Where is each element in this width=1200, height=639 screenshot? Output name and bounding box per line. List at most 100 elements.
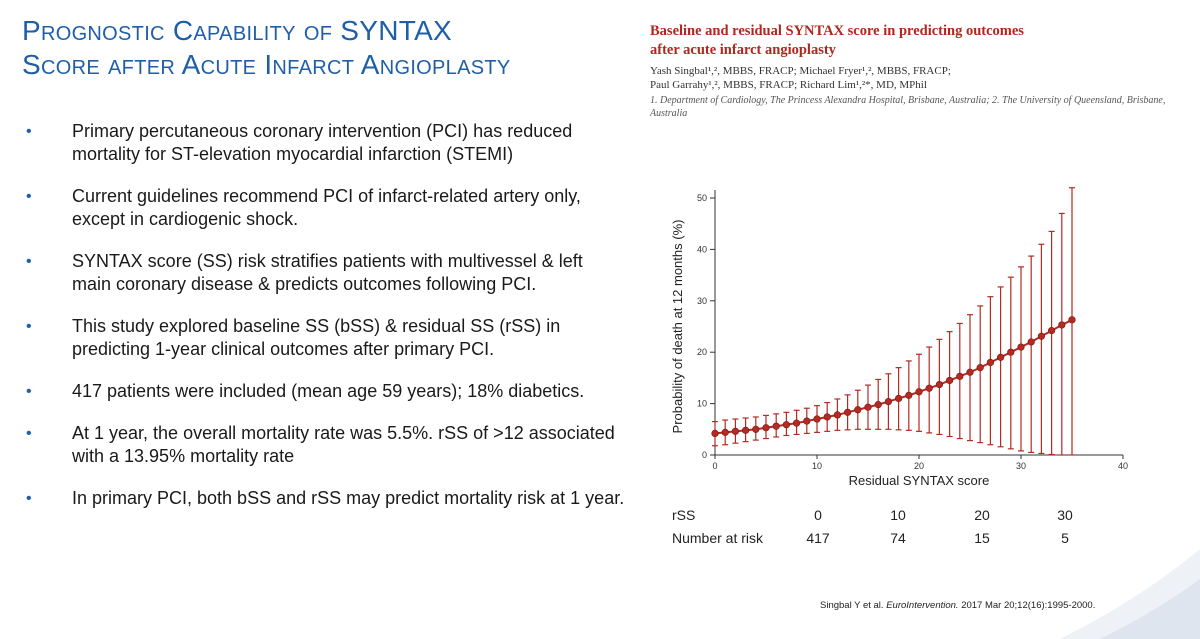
- bullet-item: • This study explored baseline SS (bSS) &…: [26, 315, 626, 361]
- error-bars: [712, 187, 1075, 456]
- x-tick-label: 30: [1016, 461, 1026, 471]
- risk-rss-value: 10: [890, 507, 906, 523]
- y-tick-label: 30: [697, 296, 707, 306]
- bullet-item: • Primary percutaneous coronary intervent…: [26, 120, 626, 166]
- paper-authors-line2: Paul Garrahy¹,², MBBS, FRACP; Richard Li…: [650, 79, 927, 91]
- paper-title: Baseline and residual SYNTAX score in pr…: [650, 22, 1200, 60]
- risk-at-risk-value: 5: [1061, 530, 1069, 546]
- y-tick-label: 20: [697, 347, 707, 357]
- bullet-text: In primary PCI, both bSS and rSS may pre…: [72, 488, 625, 508]
- slide-title-line2: Score after Acute Infarct Angioplasty: [22, 49, 511, 80]
- data-point: [823, 413, 831, 421]
- y-tick-label: 50: [697, 193, 707, 203]
- data-point: [1068, 316, 1076, 324]
- data-point: [895, 394, 903, 403]
- citation-details: 2017 Mar 20;12(16):1995-2000.: [958, 600, 1096, 611]
- data-point: [915, 388, 923, 396]
- bullet-text: 417 patients were included (mean age 59 …: [72, 381, 585, 401]
- x-axis-label: Residual SYNTAX score: [849, 473, 990, 488]
- slide-title: Prognostic Capability of SYNTAX Score af…: [22, 14, 622, 82]
- data-point: [741, 426, 750, 434]
- data-point: [731, 427, 739, 435]
- paper-affiliation-line2: Australia: [650, 108, 688, 119]
- data-point: [772, 422, 780, 430]
- bullet-list: • Primary percutaneous coronary intervent…: [26, 120, 626, 529]
- data-point: [864, 403, 872, 411]
- bullet-text: Primary percutaneous coronary interventi…: [72, 121, 573, 164]
- paper-authors-line1: Yash Singbal¹,², MBBS, FRACP; Michael Fr…: [650, 65, 951, 77]
- data-point: [935, 380, 944, 389]
- x-tick-label: 0: [712, 461, 717, 471]
- data-point: [752, 425, 760, 433]
- paper-header: Baseline and residual SYNTAX score in pr…: [650, 22, 1200, 120]
- paper-affiliation-line1: 1. Department of Cardiology, The Princes…: [650, 95, 1166, 106]
- data-point: [793, 419, 801, 427]
- risk-at-risk-value: 74: [890, 530, 906, 546]
- data-point: [803, 417, 811, 425]
- citation-authors: Singbal Y et al.: [820, 600, 887, 611]
- data-point: [782, 421, 790, 429]
- bullet-dot: •: [26, 318, 32, 335]
- slide-title-line1: Prognostic Capability of SYNTAX: [22, 15, 453, 46]
- bullet-text: SYNTAX score (SS) risk stratifies patien…: [72, 251, 583, 294]
- bullet-text: This study explored baseline SS (bSS) & …: [72, 316, 561, 359]
- data-point: [946, 376, 954, 385]
- risk-at-risk-value: 417: [806, 530, 830, 546]
- data-point: [1007, 348, 1015, 356]
- bullet-dot: •: [26, 188, 32, 205]
- data-point: [1017, 343, 1025, 351]
- data-point: [966, 368, 974, 376]
- bullet-dot: •: [26, 490, 32, 507]
- series-points: [711, 316, 1076, 438]
- y-tick-label: 40: [697, 244, 707, 254]
- data-point: [925, 384, 933, 392]
- risk-at-risk-value: 15: [974, 530, 990, 546]
- x-tick-label: 20: [914, 461, 924, 471]
- risk-row-label-rss: rSS: [672, 507, 695, 523]
- chart-axes: 0 10 20 30 40 50 0 10 20 30 40: [697, 190, 1128, 471]
- data-point: [884, 397, 892, 406]
- risk-table: rSS Number at risk 0 10 20 30 417 74 15 5: [672, 507, 1073, 546]
- data-point: [874, 401, 882, 409]
- bullet-item: • In primary PCI, both bSS and rSS may pr…: [26, 487, 626, 510]
- bullet-dot: •: [26, 123, 32, 140]
- paper-affiliation: 1. Department of Cardiology, The Princes…: [650, 94, 1200, 120]
- data-point: [1027, 338, 1035, 346]
- data-point: [986, 358, 995, 367]
- data-point: [1048, 327, 1056, 335]
- data-point: [905, 391, 913, 399]
- risk-rss-value: 0: [814, 507, 822, 523]
- data-point: [721, 428, 729, 436]
- data-point: [833, 411, 841, 419]
- y-axis-label: Probability of death at 12 months (%): [670, 220, 685, 434]
- data-point: [976, 364, 984, 372]
- chart-background: [640, 170, 1200, 570]
- citation-journal: EuroIntervention.: [886, 600, 959, 611]
- corner-decoration: [1060, 549, 1200, 639]
- bullet-item: • At 1 year, the overall mortality rate w…: [26, 422, 626, 468]
- mortality-chart: Probability of death at 12 months (%) Re…: [640, 170, 1200, 570]
- risk-rss-value: 20: [974, 507, 990, 523]
- data-point: [844, 408, 852, 416]
- data-point: [1037, 332, 1046, 340]
- data-point: [813, 415, 821, 423]
- bullet-dot: •: [26, 253, 32, 270]
- bullet-item: • SYNTAX score (SS) risk stratifies patie…: [26, 250, 626, 296]
- data-point: [711, 429, 719, 438]
- paper-title-line2: after acute infarct angioplasty: [650, 42, 836, 58]
- paper-title-line1: Baseline and residual SYNTAX score in pr…: [650, 23, 1024, 39]
- risk-rss-value: 30: [1057, 507, 1073, 523]
- bullet-text: Current guidelines recommend PCI of infa…: [72, 186, 581, 229]
- bullet-dot: •: [26, 425, 32, 442]
- paper-authors: Yash Singbal¹,², MBBS, FRACP; Michael Fr…: [650, 64, 1200, 92]
- data-point: [997, 353, 1005, 361]
- bullet-text: At 1 year, the overall mortality rate wa…: [72, 423, 615, 466]
- citation: Singbal Y et al. EuroIntervention. 2017 …: [820, 600, 1095, 611]
- data-point: [1058, 321, 1066, 329]
- bullet-item: • 417 patients were included (mean age 59…: [26, 380, 626, 403]
- data-point: [854, 406, 862, 414]
- bullet-item: • Current guidelines recommend PCI of inf…: [26, 185, 626, 231]
- bullet-dot: •: [26, 383, 32, 400]
- x-tick-label: 40: [1118, 461, 1128, 471]
- risk-row-label-at-risk: Number at risk: [672, 530, 764, 546]
